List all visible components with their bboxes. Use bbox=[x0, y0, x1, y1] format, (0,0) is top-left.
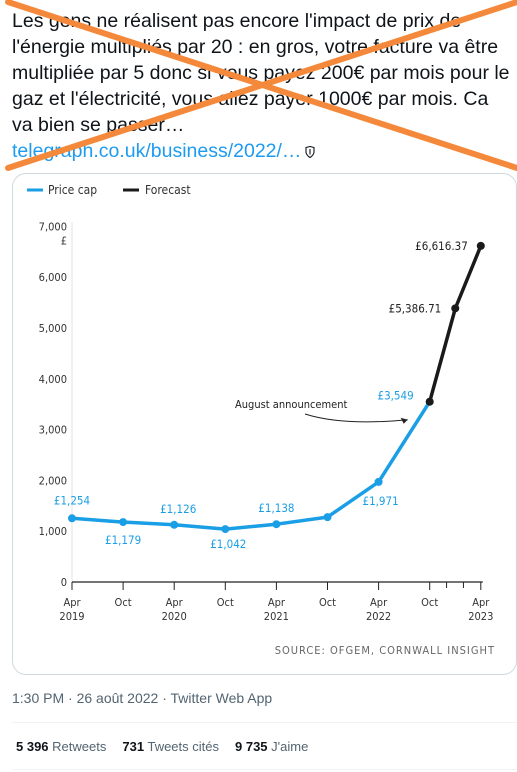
data-point bbox=[119, 518, 128, 527]
stat-quote-tweets[interactable]: 731 Tweets cités bbox=[122, 739, 219, 754]
series-line-forecast bbox=[428, 245, 483, 403]
y-tick-label: 0 bbox=[61, 576, 67, 589]
y-unit-label: £ bbox=[61, 234, 67, 247]
x-tick-month: Apr bbox=[268, 596, 286, 609]
data-point bbox=[425, 397, 434, 406]
x-tick-year: 2021 bbox=[264, 610, 289, 623]
data-label: £1,126 bbox=[160, 502, 196, 516]
stat-retweets[interactable]: 5 396 Retweets bbox=[16, 739, 107, 754]
data-point bbox=[68, 514, 76, 523]
legend-label-price-cap: Price cap bbox=[48, 183, 97, 197]
price-cap-chart: Price cap Forecast 0 1,000 2,000 3,000 4,000 5,… bbox=[27, 183, 495, 657]
tweet-link[interactable]: telegraph.co.uk/business/2022/… bbox=[12, 140, 302, 162]
y-tick-label: 3,000 bbox=[39, 424, 67, 437]
x-tick-month: Apr bbox=[63, 596, 81, 609]
y-tick-label: 2,000 bbox=[39, 474, 67, 487]
y-tick-label: 6,000 bbox=[39, 271, 67, 284]
y-tick-label: 1,000 bbox=[39, 525, 67, 538]
data-label: £1,042 bbox=[210, 537, 246, 551]
x-tick-month: Oct bbox=[421, 596, 438, 609]
y-tick-label: 7,000 bbox=[39, 220, 67, 233]
tweet-stats: 5 396 Retweets 731 Tweets cités 9 735 J'… bbox=[16, 739, 308, 754]
tweet-text: Les gens ne réalisent pas encore l'impac… bbox=[12, 8, 512, 164]
data-point bbox=[476, 241, 485, 250]
x-tick-year: 2023 bbox=[468, 610, 493, 623]
x-tick-month: Oct bbox=[217, 596, 234, 609]
x-tick-month: Oct bbox=[115, 596, 132, 609]
data-label: £1,138 bbox=[258, 501, 294, 515]
data-point bbox=[170, 520, 179, 529]
data-point bbox=[221, 525, 230, 534]
series-line-price-cap bbox=[71, 400, 432, 531]
divider bbox=[12, 722, 517, 723]
x-tick-year: 2019 bbox=[59, 610, 84, 623]
source-label: SOURCE: OFGEM, CORNWALL INSIGHT bbox=[275, 644, 495, 657]
data-label: £5,386.71 bbox=[389, 301, 442, 315]
data-point bbox=[323, 513, 332, 522]
tweet-timestamp[interactable]: 1:30 PM · 26 août 2022 · Twitter Web App bbox=[12, 690, 273, 706]
data-point bbox=[451, 304, 460, 313]
shield-icon bbox=[305, 139, 315, 159]
stat-likes[interactable]: 9 735 J'aime bbox=[235, 739, 309, 754]
data-label: £1,179 bbox=[105, 533, 141, 547]
legend-label-forecast: Forecast bbox=[145, 183, 191, 197]
data-point bbox=[272, 520, 281, 529]
divider bbox=[12, 769, 517, 770]
x-tick-year: 2022 bbox=[366, 610, 391, 623]
x-tick-year: 2020 bbox=[162, 610, 187, 623]
annotation-arrow bbox=[304, 413, 408, 423]
x-tick-month: Apr bbox=[472, 596, 490, 609]
y-tick-label: 4,000 bbox=[39, 373, 67, 386]
x-tick-month: Apr bbox=[166, 596, 184, 609]
data-label: £3,549 bbox=[377, 389, 413, 403]
data-label: £6,616.37 bbox=[415, 239, 468, 253]
data-label: £1,254 bbox=[54, 493, 90, 507]
annotation-arrowhead bbox=[400, 417, 408, 424]
data-point bbox=[374, 477, 383, 486]
chart-image-card[interactable]: Price cap Forecast 0 1,000 2,000 3,000 4,000 5,… bbox=[12, 173, 517, 675]
x-tick-month: Oct bbox=[319, 596, 336, 609]
tweet-body: Les gens ne réalisent pas encore l'impac… bbox=[12, 10, 510, 136]
y-tick-label: 5,000 bbox=[39, 322, 67, 335]
x-tick-month: Apr bbox=[370, 596, 388, 609]
annotation-label: August announcement bbox=[235, 398, 348, 411]
data-label: £1,971 bbox=[362, 494, 398, 508]
